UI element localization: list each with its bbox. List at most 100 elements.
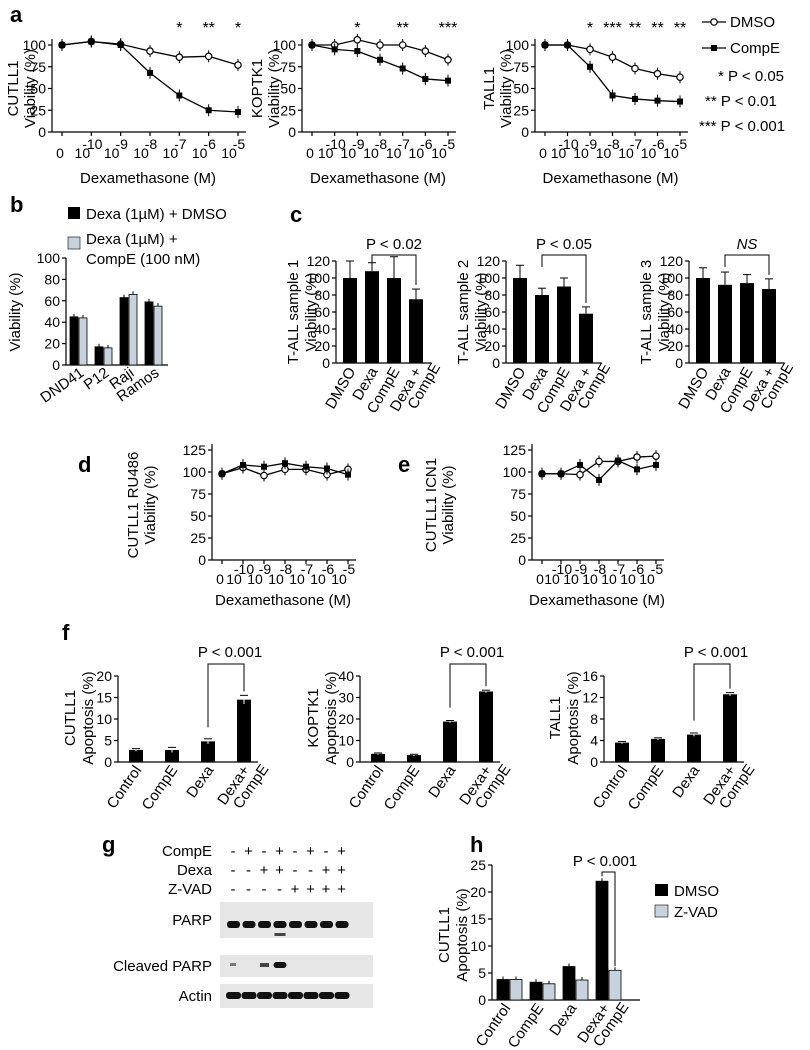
x-axis-label: Dexamethasone (M)	[80, 170, 216, 187]
y-tick-label: 50	[30, 81, 46, 97]
data-point-open	[586, 45, 594, 54]
y-tick-label: 15	[470, 911, 486, 927]
y-tick-label: 10	[96, 711, 112, 727]
y-tick-label: 10	[470, 938, 486, 954]
x-tick-label-base: 10	[331, 571, 347, 587]
data-point-filled	[147, 69, 153, 76]
significance-star: **	[674, 20, 686, 37]
x-tick-label-zero: 0	[539, 145, 547, 161]
data-point-filled	[632, 95, 638, 102]
legend-dexa-dmso: Dexa (1µM) + DMSO	[86, 206, 227, 223]
y-tick-label: 80	[44, 271, 60, 287]
y-axis-label: Viability (%)	[656, 273, 673, 352]
bar	[387, 278, 401, 363]
legend-zvad: Z-VAD	[674, 904, 718, 921]
legend-p-0.01: ** P < 0.01	[705, 93, 777, 110]
bar	[201, 741, 215, 762]
x-tick-label-exponent: -9	[575, 561, 588, 577]
x-tick-label-base: 10	[75, 145, 91, 161]
y-tick-label: 0	[198, 552, 206, 568]
data-point-filled	[324, 465, 330, 472]
data-point-filled	[377, 56, 383, 63]
significance-label: P < 0.001	[684, 644, 748, 661]
bar	[557, 286, 571, 363]
blot-band-actin	[288, 992, 303, 999]
bar-compe	[153, 305, 163, 366]
bar	[723, 694, 737, 762]
blot-sign: -	[262, 881, 267, 898]
y-tick-label: 10	[338, 733, 354, 749]
blot-band-parp	[273, 921, 287, 928]
blot-sign: -	[293, 862, 298, 879]
bar-dmso	[69, 316, 79, 366]
data-point-filled	[609, 92, 616, 99]
x-tick-label-base: 10	[563, 571, 579, 587]
x-tick-label-exponent: -9	[259, 561, 272, 577]
significance-bracket	[449, 663, 487, 708]
x-tick-label-base: 10	[582, 571, 598, 587]
y-tick-label: 75	[280, 59, 296, 75]
y-tick-label: 80	[314, 287, 330, 303]
significance-label: P < 0.001	[440, 644, 504, 661]
x-axis-label: Dexamethasone (M)	[543, 170, 679, 187]
x-tick-label-exponent: -8	[607, 136, 620, 152]
category-label: CompE	[505, 1001, 548, 1050]
y-axis-label-cell: KOPTK1	[305, 688, 322, 747]
bar-zvad	[608, 969, 622, 1001]
legend-swatch-zvad	[654, 904, 669, 918]
blot-band-label: PARP	[172, 912, 212, 929]
y-tick-label: 100	[307, 270, 331, 286]
blot-sign: -	[246, 862, 251, 879]
x-tick-label-base: 10	[226, 571, 242, 587]
x-tick-label-base: 10	[663, 145, 679, 161]
x-tick-label-exponent: -6	[203, 136, 216, 152]
significance-bracket	[207, 663, 245, 728]
x-tick-label-base: 10	[318, 145, 334, 161]
y-tick-label: 0	[521, 124, 529, 140]
data-point-filled	[677, 98, 683, 105]
data-point-filled	[422, 75, 429, 82]
x-tick-label-base: 10	[268, 571, 284, 587]
y-axis-label: Apoptosis (%)	[454, 888, 471, 981]
y-tick-label: 50	[510, 508, 526, 524]
legend-dexa-compe-1: Dexa (1µM) +	[86, 231, 178, 248]
x-tick-label-exponent: -9	[115, 136, 128, 152]
y-tick-label: 0	[518, 552, 526, 568]
x-tick-label-exponent: -7	[301, 561, 314, 577]
data-point-filled	[303, 463, 309, 470]
data-point-open	[608, 53, 617, 61]
x-tick-label-exponent: -6	[322, 561, 335, 577]
panel-label-b: b	[10, 192, 23, 217]
y-tick-label: 40	[314, 321, 330, 337]
panel-label-c: c	[290, 202, 302, 227]
y-tick-label: 20	[338, 711, 354, 727]
y-tick-label: 0	[38, 124, 46, 140]
blot-band-parp	[242, 921, 256, 928]
y-tick-label: 120	[660, 253, 684, 269]
data-point-open	[444, 55, 452, 64]
y-tick-label: 60	[484, 304, 500, 320]
blot-band-actin	[319, 992, 334, 999]
x-tick-label-base: 10	[544, 571, 560, 587]
data-point-filled	[59, 42, 65, 48]
y-tick-label: 60	[44, 293, 60, 309]
y-tick-label: 16	[582, 668, 598, 684]
y-tick-label: 20	[96, 668, 112, 684]
data-point-open	[421, 47, 430, 55]
data-point-open	[175, 53, 184, 61]
bar	[535, 295, 549, 363]
data-point-open	[376, 41, 384, 49]
x-tick-label-base: 10	[133, 145, 149, 161]
y-axis-label-cell: CUTLL1	[5, 61, 22, 117]
x-tick-label-exponent: -5	[675, 136, 688, 152]
bar	[443, 721, 457, 762]
y-tick-label: 75	[513, 59, 529, 75]
y-tick-label: 100	[23, 37, 47, 53]
x-tick-label-base: 10	[596, 145, 612, 161]
bar	[579, 313, 593, 363]
bar-zvad	[509, 979, 523, 1001]
data-point-filled	[653, 461, 659, 468]
bar-compe	[128, 293, 138, 366]
data-point-filled	[282, 460, 288, 467]
y-tick-label: 80	[484, 287, 500, 303]
